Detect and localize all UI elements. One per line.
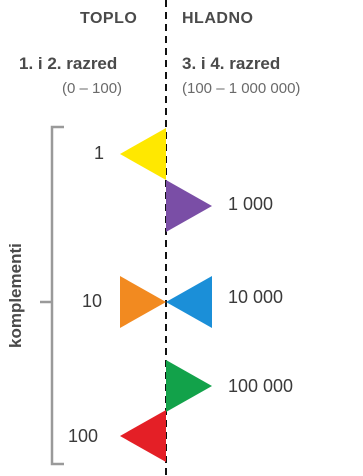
triangle-100000 [166,360,212,412]
value-label-100000: 100 000 [228,376,294,396]
header-toplo: TOPLO [80,10,138,27]
triangle-1000 [166,180,212,232]
triangle-100 [120,410,166,462]
value-label-1000: 1 000 [228,194,274,214]
side-label-komplementi: komplementi [6,243,25,348]
value-label-10000: 10 000 [228,287,284,307]
right-column-range: (100 – 1 000 000) [182,80,301,97]
value-label-10: 10 [82,291,103,311]
triangle-10 [120,276,166,328]
right-column-title: 3. i 4. razred [182,54,281,73]
header-hladno: HLADNO [182,10,254,27]
value-label-100: 100 [68,426,99,446]
triangle-1 [120,128,166,180]
triangle-10000 [166,276,212,328]
left-column-title: 1. i 2. razred [19,54,118,73]
complement-bracket [50,125,64,466]
left-column-range: (0 – 100) [62,80,123,97]
value-label-1: 1 [94,143,105,163]
